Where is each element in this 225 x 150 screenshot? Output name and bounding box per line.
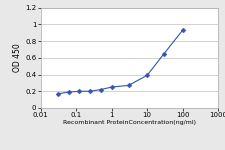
Y-axis label: OD 450: OD 450 <box>13 43 22 72</box>
X-axis label: Recombinant ProteinConcentration(ng/ml): Recombinant ProteinConcentration(ng/ml) <box>63 120 196 124</box>
